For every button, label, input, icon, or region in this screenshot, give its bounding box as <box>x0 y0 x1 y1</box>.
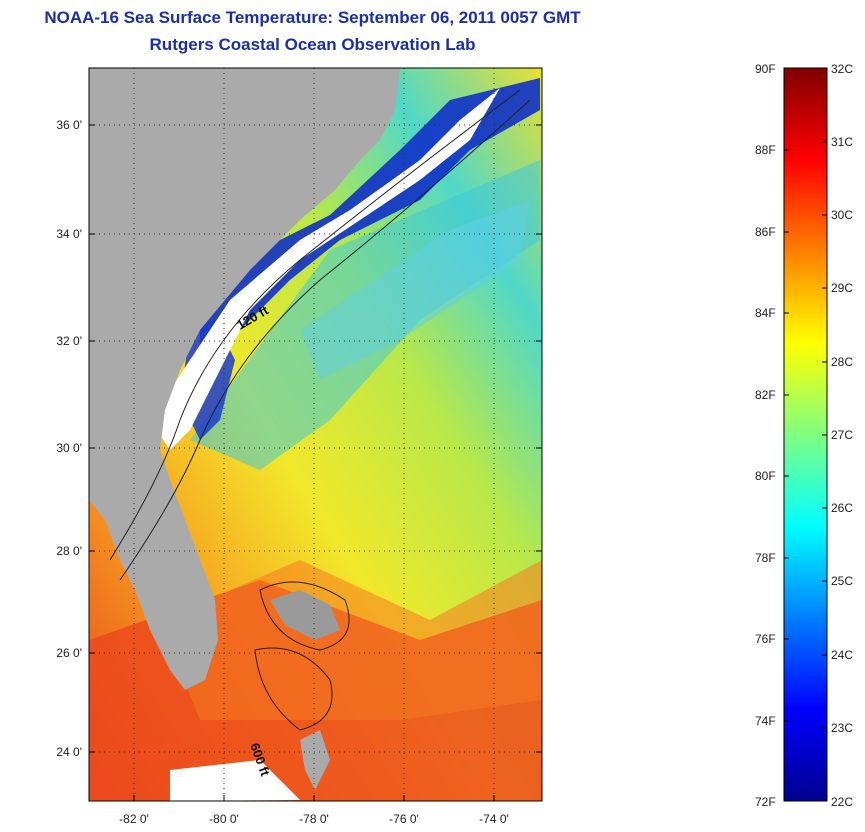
cloud-cover <box>150 88 500 450</box>
colorbar-c-label: 23C <box>831 721 854 735</box>
lat-tick-label: 32 0' <box>56 334 82 348</box>
lon-tick-label: -76 0' <box>389 812 419 826</box>
colorbar-c-label: 29C <box>831 281 854 295</box>
colorbar-f-label: 78F <box>755 551 776 565</box>
colorbar-f-label: 80F <box>755 469 776 483</box>
lat-tick-label: 24 0' <box>56 745 82 759</box>
map-frame <box>88 67 543 802</box>
bahamas-islands <box>270 590 340 640</box>
lon-tick-label: -78 0' <box>299 812 329 826</box>
lat-tick-label: 34 0' <box>56 227 82 241</box>
colorbar-f-label: 72F <box>755 795 776 809</box>
colorbar-gradient <box>783 67 828 802</box>
map-grid <box>89 68 542 801</box>
lat-tick-label: 36 0' <box>56 118 82 132</box>
contour-120ft <box>109 89 521 561</box>
colorbar-f-label: 88F <box>755 143 776 157</box>
colorbar-c-label: 30C <box>831 208 854 222</box>
colorbar-c-label: 24C <box>831 648 854 662</box>
colorbar-f-label: 86F <box>755 225 776 239</box>
colorbar-c-label: 26C <box>831 501 854 515</box>
cold-coastal-water <box>200 78 540 380</box>
colorbar-f-label: 84F <box>755 306 776 320</box>
colorbar-c-label: 28C <box>831 355 854 369</box>
colorbar-f-label: 76F <box>755 632 776 646</box>
map-title: NOAA-16 Sea Surface Temperature: Septemb… <box>44 8 581 27</box>
colorbar-c-label: 31C <box>831 135 854 149</box>
colorbar-f-label: 82F <box>755 388 776 402</box>
contour-600ft <box>119 99 531 581</box>
lon-tick-label: -74 0' <box>479 812 509 826</box>
colorbar-c-label: 32C <box>831 62 854 76</box>
colorbar-c-label: 27C <box>831 428 854 442</box>
colorbar-c-label: 22C <box>831 795 854 809</box>
lon-tick-label: -82 0' <box>119 812 149 826</box>
colorbar-c-label: 25C <box>831 574 854 588</box>
colorbar-f-label: 74F <box>755 714 776 728</box>
colorbar-f-label: 90F <box>755 62 776 76</box>
lat-tick-label: 26 0' <box>56 646 82 660</box>
map-subtitle: Rutgers Coastal Ocean Observation Lab <box>149 35 476 54</box>
lat-tick-label: 30 0' <box>56 441 82 455</box>
colorbar-ticks <box>784 141 827 729</box>
lat-tick-label: 28 0' <box>56 544 82 558</box>
us-landmass <box>89 68 400 690</box>
lon-tick-label: -80 0' <box>209 812 239 826</box>
